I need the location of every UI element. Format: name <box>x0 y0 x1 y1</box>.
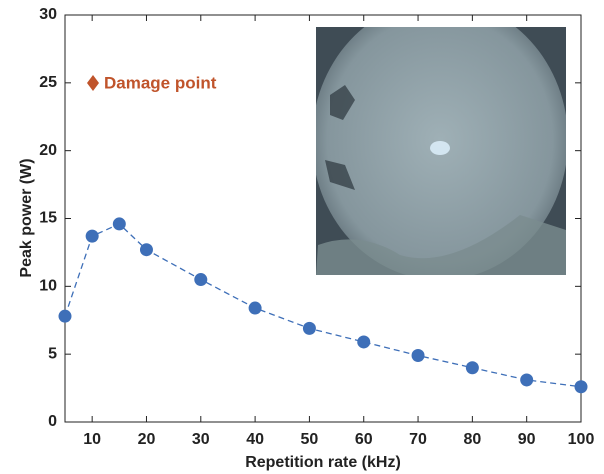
inset-dark-spots <box>325 85 355 190</box>
data-point <box>194 273 208 287</box>
data-point <box>112 217 126 231</box>
annotation: Damage point <box>104 73 217 92</box>
data-point <box>520 373 534 387</box>
y-tick-label: 10 <box>39 278 57 295</box>
inset-photo <box>316 27 566 275</box>
data-point <box>139 243 153 257</box>
x-tick-label: 100 <box>568 431 595 448</box>
y-tick-label: 5 <box>48 345 57 362</box>
y-tick-label: 20 <box>39 142 57 159</box>
x-tick-label: 60 <box>355 431 373 448</box>
x-tick-label: 10 <box>83 431 101 448</box>
x-tick-label: 30 <box>192 431 210 448</box>
data-point <box>574 380 588 394</box>
x-tick-label: 50 <box>301 431 319 448</box>
annotation-marker <box>87 75 99 91</box>
x-axis-label: Repetition rate (kHz) <box>245 454 401 471</box>
data-point <box>411 349 425 363</box>
inset-debris <box>316 215 566 275</box>
inset-bright-spot <box>430 141 450 155</box>
x-tick-label: 90 <box>518 431 536 448</box>
y-tick-label: 25 <box>39 74 57 91</box>
y-tick-label: 0 <box>48 413 57 430</box>
data-point <box>85 229 99 243</box>
x-tick-label: 80 <box>463 431 481 448</box>
data-line <box>64 223 582 388</box>
y-tick-label: 15 <box>39 210 57 227</box>
x-tick-label: 40 <box>246 431 264 448</box>
data-point <box>465 361 479 375</box>
x-tick-label: 20 <box>138 431 156 448</box>
y-axis-label: Peak power (W) <box>18 158 35 277</box>
x-tick-label: 70 <box>409 431 427 448</box>
data-point <box>248 301 262 315</box>
data-point <box>357 335 371 349</box>
data-point <box>302 321 316 335</box>
data-point <box>58 309 72 323</box>
y-tick-label: 30 <box>39 6 57 23</box>
